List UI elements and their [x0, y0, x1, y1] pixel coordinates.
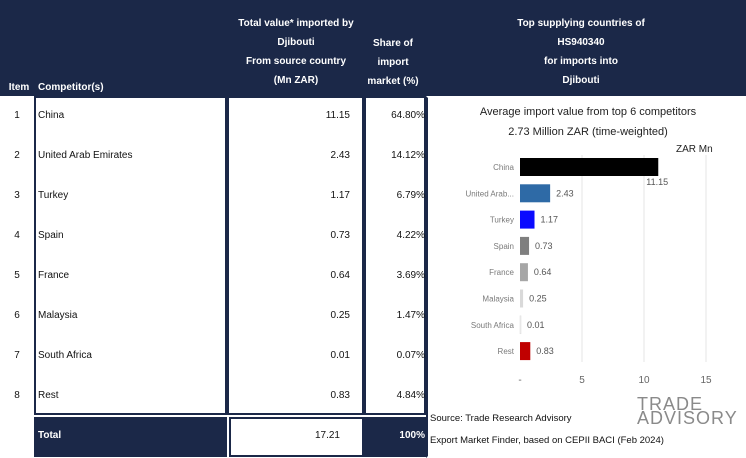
value-column-frame — [227, 96, 364, 415]
row-share: 4.22% — [396, 230, 425, 241]
row-competitor: Turkey — [38, 190, 69, 201]
row-competitor: Rest — [38, 390, 59, 401]
header-total-line: (Mn ZAR) — [273, 75, 319, 86]
chart-unit-label: ZAR Mn — [676, 144, 713, 155]
row-share: 6.79% — [396, 190, 425, 201]
row-value: 0.01 — [330, 350, 350, 361]
header-top-line: Top supplying countries of — [517, 18, 645, 29]
chart-frame — [426, 96, 746, 458]
row-item-number: 8 — [14, 390, 20, 401]
row-item-number: 1 — [14, 110, 20, 121]
row-share: 4.84% — [396, 390, 425, 401]
header-item: Item — [8, 82, 30, 93]
header-top-line: for imports into — [544, 56, 618, 67]
total-share: 100% — [399, 430, 425, 441]
row-item-number: 6 — [14, 310, 20, 321]
row-competitor: United Arab Emirates — [38, 150, 133, 161]
total-row-value-cell — [229, 417, 364, 457]
header-top-line: HS940340 — [557, 37, 605, 48]
share-column-frame — [364, 96, 426, 415]
row-share: 64.80% — [391, 110, 425, 121]
source-line-1: Source: Trade Research Advisory — [430, 413, 572, 424]
row-competitor: France — [38, 270, 70, 281]
row-share: 0.07% — [396, 350, 425, 361]
row-item-number: 7 — [14, 350, 20, 361]
header-share-line: Share of — [372, 38, 413, 49]
total-row-label-cell — [34, 417, 227, 457]
competitor-column-frame — [34, 96, 227, 415]
row-value: 0.83 — [330, 390, 350, 401]
row-competitor: Spain — [38, 230, 64, 241]
trade-advisory-logo-line-1: TRADE — [637, 394, 704, 414]
total-row-share-cell — [364, 417, 426, 457]
header-top-line: Djibouti — [562, 75, 600, 86]
header-total-line: From source country — [245, 56, 347, 67]
header-total-value: Total value* imported by Djibouti From s… — [226, 14, 366, 90]
row-value: 0.73 — [330, 230, 350, 241]
header-share-line: import — [377, 57, 409, 68]
table-header: Item Competitor(s) Total value* imported… — [0, 0, 746, 96]
row-value: 0.25 — [330, 310, 350, 321]
source-line-2: Export Market Finder, based on CEPII BAC… — [430, 435, 664, 446]
header-competitor: Competitor(s) — [38, 82, 104, 93]
row-competitor: South Africa — [38, 350, 92, 361]
header-total-line: Total value* imported by — [238, 18, 354, 29]
row-value: 2.43 — [330, 150, 350, 161]
row-value: 1.17 — [330, 190, 350, 201]
header-top-suppliers: Top supplying countries of HS940340 for … — [496, 14, 666, 90]
header-share-line: market (%) — [367, 76, 419, 87]
row-competitor: China — [38, 110, 65, 121]
chart-title: Average import value from top 6 competit… — [479, 106, 697, 118]
row-item-number: 2 — [14, 150, 20, 161]
row-item-number: 4 — [14, 230, 20, 241]
row-item-number: 5 — [14, 270, 20, 281]
row-value: 0.64 — [330, 270, 350, 281]
row-share: 3.69% — [396, 270, 425, 281]
chart-subtitle: 2.73 Million ZAR (time-weighted) — [508, 126, 668, 138]
trade-advisory-logo-line-2: ADVISORY — [637, 408, 738, 428]
row-value: 11.15 — [325, 110, 350, 121]
row-share: 14.12% — [391, 150, 425, 161]
row-item-number: 3 — [14, 190, 20, 201]
total-label: Total — [38, 430, 62, 441]
header-total-line: Djibouti — [277, 37, 315, 48]
header-share: Share of import market (%) — [362, 34, 424, 91]
total-value: 17.21 — [314, 430, 340, 441]
row-competitor: Malaysia — [38, 310, 78, 321]
row-share: 1.47% — [396, 310, 425, 321]
